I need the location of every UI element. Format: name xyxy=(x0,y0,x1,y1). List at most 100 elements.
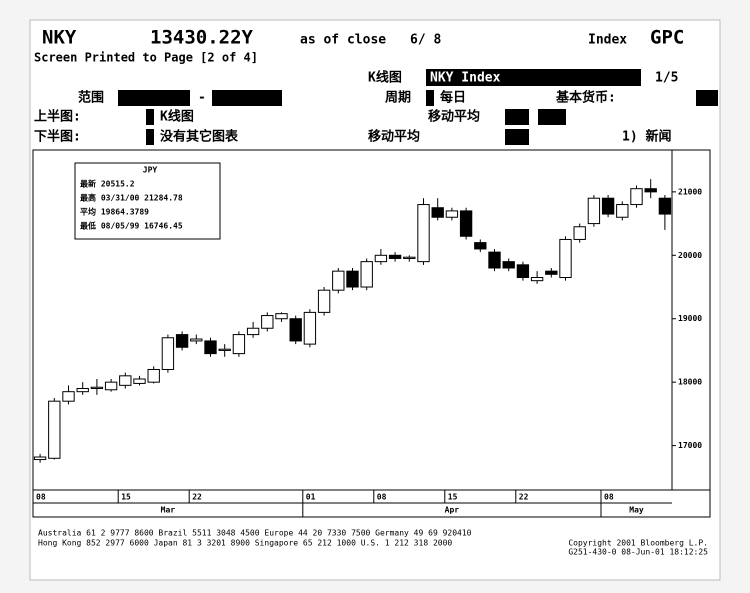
lower-label: 下半图: xyxy=(34,129,81,145)
candle-body xyxy=(76,388,89,393)
input-box[interactable] xyxy=(538,109,566,125)
candle-body xyxy=(317,289,331,313)
x-tick-label: 22 xyxy=(192,493,202,502)
ma-label: 移动平均 xyxy=(428,109,480,125)
y-tick-label: 18000 xyxy=(678,378,702,387)
candle-body xyxy=(658,197,672,215)
legend-box xyxy=(74,162,221,240)
as-of: as of close xyxy=(300,33,386,48)
copyright: Copyright 2001 Bloomberg L.P. xyxy=(568,539,708,548)
x-tick-label: 15 xyxy=(448,493,458,502)
candle-body xyxy=(175,334,189,348)
candle-body xyxy=(644,188,657,193)
upper-label: 上半图: xyxy=(34,109,81,125)
x-tick-label: 08 xyxy=(604,493,614,502)
candle-body xyxy=(530,277,544,282)
candle-body xyxy=(374,254,388,263)
chart-frame xyxy=(32,149,711,518)
footer-line: Hong Kong 852 2977 6000 Japan 81 3 3201 … xyxy=(38,539,452,548)
candle-body xyxy=(232,334,246,355)
y-tick-label: 17000 xyxy=(678,441,702,450)
news[interactable]: 1) 新闻 xyxy=(622,129,671,145)
candle-body xyxy=(474,242,487,250)
candle-body xyxy=(104,381,118,391)
x-tick-label: 01 xyxy=(306,493,316,502)
candle-body xyxy=(403,256,416,259)
x-group-label: Mar xyxy=(161,506,176,515)
candle-body xyxy=(488,251,501,269)
period-value: 每日 xyxy=(440,90,466,106)
stamp: G251-430-0 08-Jun-01 18:12:25 xyxy=(568,548,708,557)
candle-body xyxy=(218,348,231,351)
candle-body xyxy=(48,400,61,459)
kind: Index xyxy=(588,33,627,48)
candle-body xyxy=(90,386,104,390)
legend-entry: 最高 03/31/00 21284.78 xyxy=(80,193,183,203)
y-tick-label: 21000 xyxy=(678,187,702,196)
candle-body xyxy=(545,270,558,275)
y-tick-label: 20000 xyxy=(678,251,702,260)
candle-body xyxy=(417,204,430,263)
x-tick-label: 15 xyxy=(121,493,131,502)
candle-body xyxy=(119,375,132,386)
input-box[interactable] xyxy=(146,129,154,145)
x-tick-label: 22 xyxy=(519,493,529,502)
price: 13430.22Y xyxy=(150,27,254,49)
input-box[interactable] xyxy=(426,69,641,86)
candle-body xyxy=(360,261,373,288)
candle-body xyxy=(616,204,629,218)
candle-body xyxy=(601,197,615,215)
range-dash: - xyxy=(198,91,206,106)
candle-body xyxy=(204,340,217,355)
candle-body xyxy=(459,210,473,237)
legend-title: JPY xyxy=(143,166,158,175)
candle-body xyxy=(332,270,345,291)
candle-body xyxy=(190,338,203,342)
legend-entry: 平均 19864.3789 xyxy=(80,207,149,217)
candle-body xyxy=(573,226,586,240)
lower-value: 没有其它图表 xyxy=(160,129,239,145)
candle-body xyxy=(33,456,47,461)
legend-entry: 最低 08/05/99 16746.45 xyxy=(80,221,183,231)
candle-body xyxy=(246,327,260,336)
printed: Screen Printed to Page [2 of 4] xyxy=(34,51,258,65)
x-tick-label: 08 xyxy=(36,493,46,502)
chart-kind-value: NKY Index xyxy=(430,71,501,86)
candle-body xyxy=(587,197,601,225)
input-box[interactable] xyxy=(146,109,154,125)
candle-body xyxy=(303,311,317,345)
screen-area xyxy=(29,19,721,581)
candle-body xyxy=(161,337,175,370)
input-box[interactable] xyxy=(426,90,434,106)
candle-body xyxy=(502,261,515,269)
candle-body xyxy=(261,315,274,329)
date: 6/ 8 xyxy=(410,33,441,48)
chart-kind-label: K线图 xyxy=(368,70,402,86)
upper-value: K线图 xyxy=(160,109,194,125)
y-tick-label: 19000 xyxy=(678,314,702,323)
symbol: NKY xyxy=(42,27,77,49)
candle-body xyxy=(133,378,146,384)
input-box[interactable] xyxy=(118,90,190,106)
candle-body xyxy=(630,188,643,206)
input-box[interactable] xyxy=(505,129,529,145)
candle-body xyxy=(431,207,444,218)
footer-line: Australia 61 2 9777 8600 Brazil 5511 304… xyxy=(38,529,472,538)
range-label: 范围 xyxy=(78,90,104,106)
page: GPC xyxy=(650,27,684,49)
legend-entry: 最新 20515.2 xyxy=(80,179,135,189)
candle-body xyxy=(346,270,359,288)
page-count: 1/5 xyxy=(655,71,678,86)
ma-label: 移动平均 xyxy=(368,129,420,145)
candle-body xyxy=(516,264,530,279)
x-tick-label: 08 xyxy=(377,493,387,502)
candle-body xyxy=(289,318,302,342)
x-group-label: May xyxy=(629,506,644,515)
candle-body xyxy=(147,368,160,383)
candle-body xyxy=(388,254,402,259)
candle-body xyxy=(445,210,459,218)
input-box[interactable] xyxy=(212,90,282,106)
input-box[interactable] xyxy=(696,90,718,106)
input-box[interactable] xyxy=(505,109,529,125)
